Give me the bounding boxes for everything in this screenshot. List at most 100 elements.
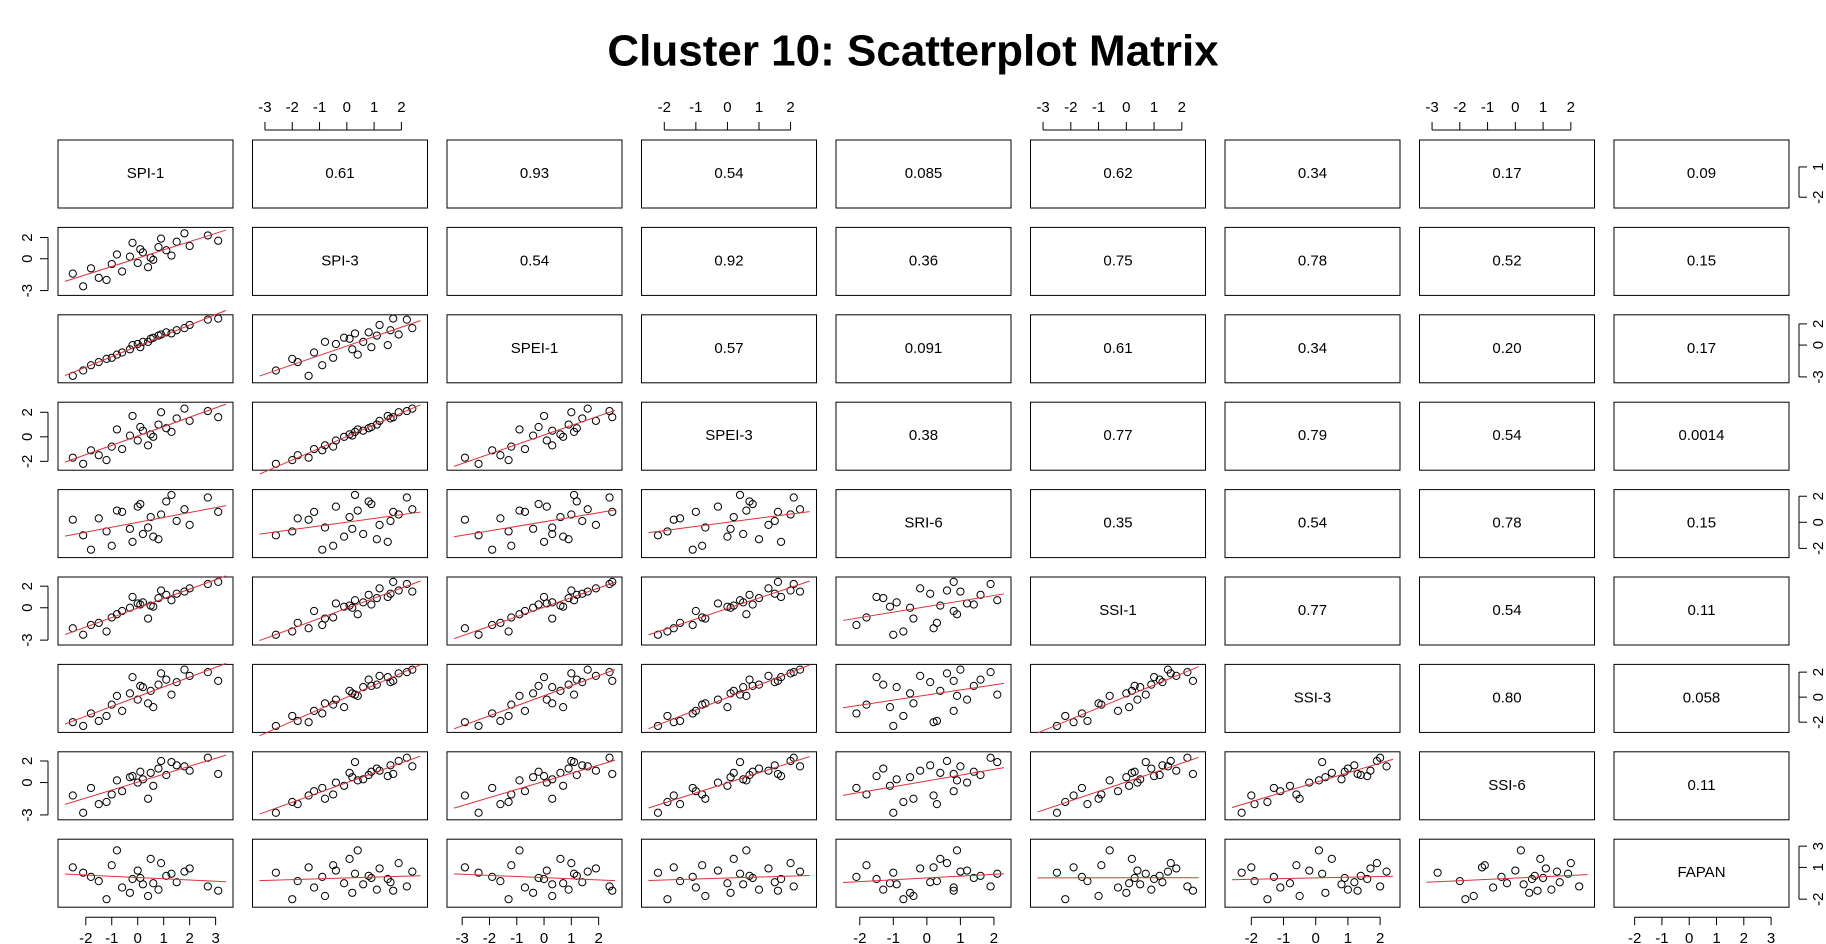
scatter-point: [1147, 885, 1156, 894]
scatter-point: [1263, 895, 1272, 904]
scatter-point: [739, 880, 748, 889]
x-tick-label: 0: [723, 99, 731, 116]
y-tick-label: 0: [19, 778, 36, 786]
scatter-point: [583, 762, 592, 771]
scatter-point: [879, 593, 888, 603]
scatter-point: [605, 579, 614, 589]
scatter-point: [389, 886, 398, 895]
scatter-point: [1158, 878, 1167, 887]
scatter-point: [1469, 891, 1478, 901]
panel-frame: [641, 314, 817, 384]
scatter-point: [1541, 864, 1550, 873]
scatter-point: [515, 506, 524, 515]
panel-frame: [1613, 314, 1790, 384]
scatter-point: [288, 627, 297, 636]
scatter-point: [1292, 861, 1301, 870]
scatter-point: [143, 891, 153, 901]
scatter-point: [892, 880, 901, 889]
panel-frame: [1419, 489, 1595, 559]
scatter-point: [214, 676, 223, 685]
scatter-point: [1382, 867, 1391, 876]
x-tick-label: 1: [1150, 99, 1158, 116]
scatter-point: [905, 689, 915, 698]
x-tick-label: 2: [1567, 99, 1575, 116]
x-tick-label: -1: [1655, 930, 1668, 944]
smooth-line: [259, 755, 421, 815]
scatter-point: [1172, 766, 1181, 775]
panel-frame: [446, 139, 623, 209]
scatter-point: [331, 339, 341, 349]
scatter-point: [1269, 872, 1278, 882]
panel-frame: [446, 663, 623, 733]
x-tick-label: -1: [689, 99, 702, 116]
scatter-point: [304, 515, 313, 524]
panel-frame: [835, 576, 1012, 646]
scatter-point: [548, 683, 557, 692]
y-tick-label: -3: [19, 808, 36, 821]
scatter-point: [474, 808, 483, 817]
scatter-point: [742, 846, 751, 855]
scatter-point: [128, 238, 137, 247]
scatter-point: [701, 794, 710, 803]
scatter-point: [559, 703, 568, 712]
scatter-point: [713, 866, 723, 875]
scatter-point: [952, 846, 962, 855]
x-tick-label: -1: [1277, 930, 1290, 944]
y-tick-label: -2: [19, 455, 36, 468]
scatter-point: [1122, 888, 1131, 897]
scatter-point: [339, 879, 349, 888]
scatter-point: [909, 891, 918, 901]
scatter-point: [383, 537, 392, 546]
scatter-point: [94, 618, 103, 627]
scatter-point: [1061, 895, 1070, 904]
panel-frame: [252, 139, 428, 209]
scatter-point: [691, 883, 700, 892]
panel-frame: [446, 576, 623, 646]
panel-frame: [1613, 663, 1790, 733]
scatter-point: [149, 879, 158, 888]
x-tick-label: -2: [1245, 930, 1258, 944]
scatter-point: [350, 329, 360, 338]
scatter-point: [94, 451, 103, 460]
scatter-point: [1497, 872, 1506, 882]
scatter-point: [345, 854, 354, 863]
scatter-point: [1188, 886, 1198, 895]
panel-frame: [1030, 489, 1206, 559]
scatter-point: [932, 618, 942, 627]
scatter-point: [172, 678, 181, 687]
scatter-point: [1250, 877, 1259, 886]
y-tick-label: 0: [19, 604, 36, 612]
scatter-point: [1183, 882, 1192, 891]
scatter-point: [359, 880, 368, 889]
x-tick-label: -3: [456, 930, 469, 944]
scatter-point: [180, 587, 189, 596]
scatter-point: [214, 886, 223, 895]
scatter-point: [372, 885, 381, 894]
scatter-point: [203, 882, 212, 891]
scatter-point: [548, 598, 557, 607]
x-tick-label: 1: [160, 930, 168, 944]
scatter-point: [320, 523, 330, 532]
scatter-point: [309, 706, 319, 716]
x-tick-label: -1: [1092, 99, 1105, 116]
scatter-point: [520, 787, 530, 796]
scatter-point: [408, 867, 417, 876]
scatter-point: [548, 775, 557, 784]
scatter-point: [567, 408, 576, 417]
scatter-point: [748, 767, 757, 776]
scatter-point: [107, 861, 116, 870]
scatter-point: [402, 315, 411, 324]
panel-frame: [1419, 139, 1595, 209]
scatter-point: [94, 514, 103, 523]
panel-frame: [1030, 226, 1206, 296]
scatter-point: [1083, 716, 1092, 726]
scatter-point: [1237, 808, 1246, 817]
x-tick-label: -2: [1064, 99, 1077, 116]
scatter-point: [293, 514, 302, 523]
scatter-point: [1113, 787, 1123, 796]
scatter-point: [993, 757, 1002, 767]
scatter-point: [909, 794, 918, 803]
scatter-point: [128, 411, 137, 421]
scatter-point: [125, 888, 135, 897]
scatter-point: [1172, 864, 1181, 873]
